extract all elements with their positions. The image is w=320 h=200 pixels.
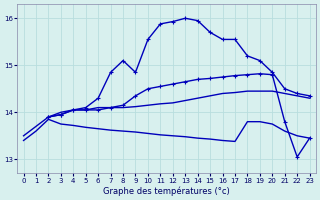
X-axis label: Graphe des températures (°c): Graphe des températures (°c) bbox=[103, 186, 230, 196]
